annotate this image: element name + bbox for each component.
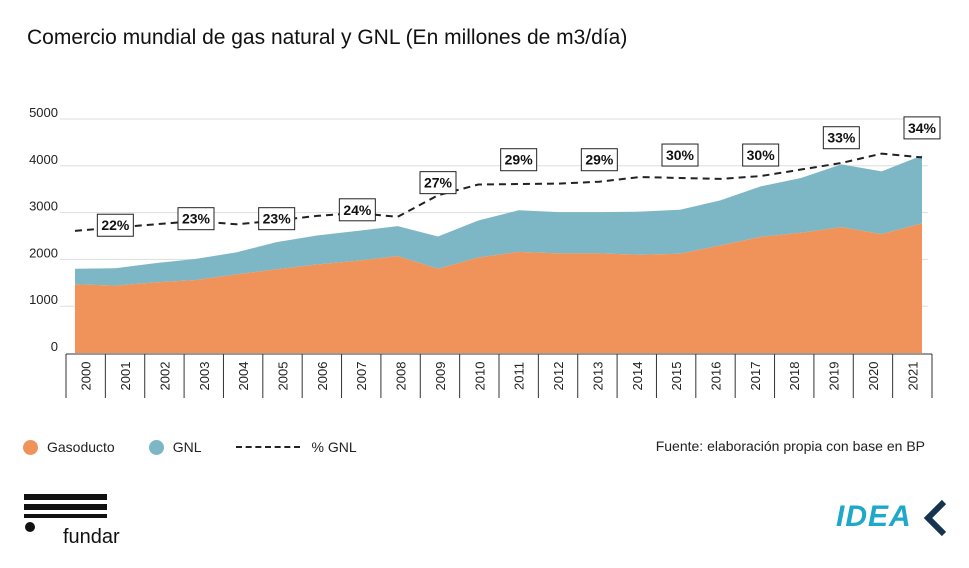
x-tick-label: 2003 [197,362,212,391]
annotation-label: 29% [585,152,614,168]
line-series-pct-gnl [74,152,923,232]
x-tick-label: 2014 [630,362,645,391]
legend-item-gnl[interactable]: GNL [148,439,202,455]
legend-label-pct-gnl: % GNL [311,439,357,455]
fundar-logo-bar [24,504,107,510]
annotation-label: 29% [505,152,534,168]
x-tick-label: 2001 [118,362,133,391]
x-tick-label: 2015 [669,362,684,391]
y-tick-label: 5000 [29,105,58,120]
annotation-box [338,198,376,222]
x-tick-label: 2010 [472,362,487,391]
x-tick-label: 2007 [354,362,369,391]
x-tick-label: 2021 [905,362,920,391]
area-series-gnl [75,155,922,286]
x-tick-label: 2019 [827,362,842,391]
chart-plot: 0 1000 2000 3000 4000 5000 2000 2001 2002 2003 200… [29,105,941,398]
x-tick-label: 2005 [276,362,291,391]
fundar-logo-dot [25,522,35,532]
x-tick-label: 2000 [79,362,94,391]
x-tick-label: 2011 [512,362,527,390]
x-tick-label: 2013 [590,362,605,391]
fundar-logo-bar [24,494,107,500]
annotation-box [742,143,780,167]
annotation-label: 24% [343,202,372,218]
annotation-box [661,143,699,167]
x-tick-label: 2004 [236,362,251,391]
annotation-label: 30% [666,147,695,163]
x-tick-label: 2020 [866,362,881,391]
legend-item-gasoducto[interactable]: Gasoducto [23,439,115,455]
annotation-box [903,116,941,140]
annotation-label: 22% [101,217,130,233]
gasoducto-swatch [23,439,38,455]
annotation-box [96,213,134,237]
annotation-label: 30% [747,147,776,163]
x-tick-label: 2002 [157,362,172,391]
fundar-logo-bar [24,514,107,518]
y-tick-label: 2000 [29,245,58,260]
annotation-box [822,126,860,150]
annotation-box [500,148,538,172]
x-tick-label: 2006 [315,362,330,391]
legend: Gasoducto GNL % GNL [23,436,391,458]
annotation-label: 34% [908,120,937,136]
y-tick-label: 1000 [29,292,58,307]
x-tick-label: 2018 [787,362,802,391]
area-series-gasoducto [75,223,922,353]
x-tick-label: 2008 [394,362,409,391]
x-tick-label: 2017 [748,362,763,391]
annotation-label: 23% [263,211,292,227]
dashed-line-swatch [235,446,300,448]
y-tick-label: 3000 [29,199,58,214]
gnl-swatch [148,439,164,455]
legend-label-gnl: GNL [172,439,202,455]
y-tick-label: 4000 [29,152,58,167]
x-tick-label: 2016 [709,362,724,391]
legend-label-gasoducto: Gasoducto [47,439,115,455]
annotation-box [258,207,296,231]
y-tick-label: 0 [51,339,58,354]
legend-item-pct-gnl[interactable]: % GNL [235,439,357,455]
annotation-label: 23% [182,211,211,227]
fundar-logo: fundar [24,494,134,554]
x-tick-label: 2009 [433,362,448,391]
source-note: Fuente: elaboración propia con base en B… [655,438,925,454]
fundar-wordmark: fundar [63,526,120,548]
idea-chevron-icon [923,499,947,537]
annotation-box [177,207,215,231]
annotation-label: 33% [827,130,856,146]
annotation-label: 27% [424,175,453,191]
idea-logo: IDEA [836,498,948,538]
idea-wordmark: IDEA [836,500,912,533]
annotation-box [580,148,618,172]
x-tick-label: 2012 [551,362,566,391]
chart-title: Comercio mundial de gas natural y GNL (E… [27,26,628,49]
annotation-box [419,171,457,195]
